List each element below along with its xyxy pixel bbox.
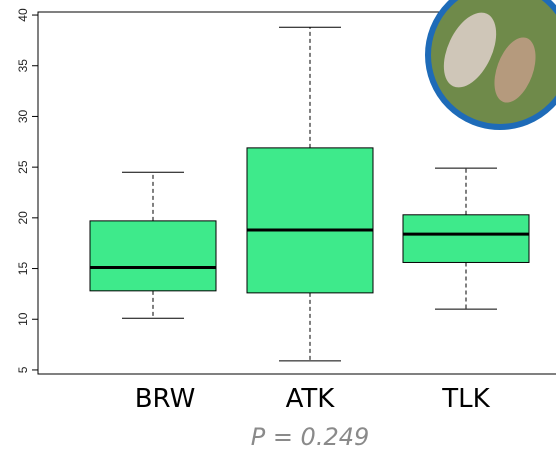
page: P = 0.249 510152025303540BRWATKTLK (() =…: [0, 0, 556, 453]
chart: P = 0.249 5 10 15 20 25 30 35 40 BRW ATK TLK: [0, 0, 556, 453]
y-tick-label: 30: [16, 109, 30, 123]
x-tick-label: ATK: [286, 384, 336, 414]
photo: [428, 0, 556, 127]
box: [403, 215, 529, 263]
y-tick-label: 25: [16, 160, 30, 174]
y-tick-label: 20: [16, 211, 30, 225]
y-tick-label: 10: [16, 312, 30, 326]
y-tick-label: 15: [16, 262, 30, 276]
box: [247, 148, 373, 293]
y-tick-label: 5: [16, 366, 30, 373]
box: [90, 221, 216, 291]
y-tick-label: 40: [16, 8, 30, 22]
x-tick-label: TLK: [441, 384, 490, 414]
x-tick-label: BRW: [135, 384, 196, 414]
p-value: P = 0.249: [251, 423, 370, 451]
y-tick-label: 35: [16, 59, 30, 73]
